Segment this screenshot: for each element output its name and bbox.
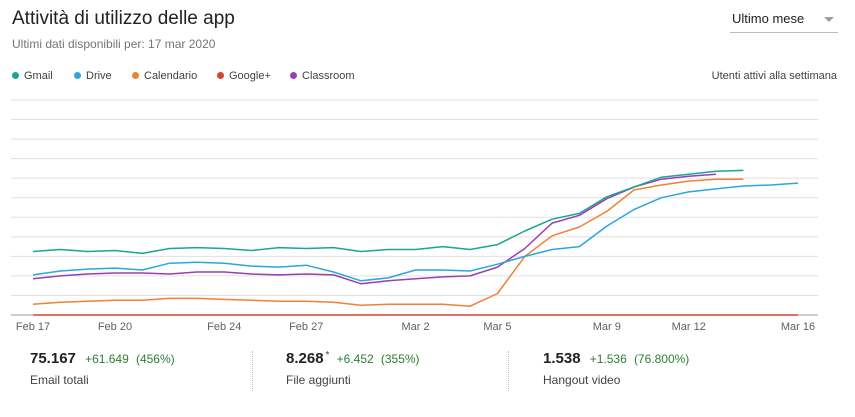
chevron-down-icon <box>824 17 834 22</box>
stat-delta: +61.649 <box>85 352 129 366</box>
x-tick-label: Mar 9 <box>593 321 621 333</box>
series-line-classroom[interactable] <box>32 173 717 285</box>
stat-divider <box>252 351 254 391</box>
x-tick-label: Feb 20 <box>98 321 132 333</box>
series-line-gmail[interactable] <box>32 169 744 255</box>
stat-main: 1.538 +1.536 (76.800%) <box>543 350 689 367</box>
x-axis-ticks: Feb 17 Feb 20 Feb 24 Feb 27 Mar 2 Mar 5 Mar 9 M… <box>16 321 815 333</box>
series-line-calendario[interactable] <box>32 178 744 307</box>
x-tick-label: Feb 27 <box>289 321 323 333</box>
stat-main: 75.167 +61.649 (456%) <box>30 350 175 367</box>
y-axis-label: Utenti attivi alla settimana <box>711 70 837 82</box>
stat-label: File aggiunti <box>286 373 351 387</box>
series-line-drive[interactable] <box>32 182 799 282</box>
chart-gridlines <box>11 99 818 316</box>
chart-series <box>32 169 799 316</box>
stat-percent: (456%) <box>135 352 175 366</box>
stat-percent: (355%) <box>380 352 420 366</box>
legend-label: Calendario <box>144 70 198 82</box>
stat-value: 75.167 <box>30 350 76 367</box>
legend-label: Google+ <box>229 70 271 82</box>
line-chart: Feb 17 Feb 20 Feb 24 Feb 27 Mar 2 Mar 5 Mar 9 M… <box>11 99 818 333</box>
legend-label: Drive <box>86 70 112 82</box>
legend-item-drive[interactable]: Drive <box>74 70 112 82</box>
chart-subtitle: Ultimi dati disponibili per: 17 mar 2020 <box>12 37 216 51</box>
legend-item-googleplus[interactable]: Google+ <box>217 70 271 82</box>
legend-label: Classroom <box>302 70 355 82</box>
x-tick-label: Mar 2 <box>401 321 429 333</box>
stat-label: Email totali <box>30 373 89 387</box>
legend-dot-icon <box>290 71 297 79</box>
stat-delta: +6.452 <box>336 352 374 366</box>
legend-item-classroom[interactable]: Classroom <box>290 70 355 82</box>
period-dropdown-label: Ultimo mese <box>732 11 805 26</box>
x-tick-label: Mar 5 <box>483 321 511 333</box>
stat-main: 8.268 * +6.452 (355%) <box>286 350 420 367</box>
period-dropdown[interactable]: Ultimo mese <box>730 10 838 33</box>
stats-bar: 75.167 +61.649 (456%) Email totali 8.268… <box>0 340 855 400</box>
x-tick-label: Mar 16 <box>781 321 815 333</box>
x-tick-label: Mar 12 <box>672 321 706 333</box>
stat-divider <box>508 351 510 391</box>
stat-hangout: 1.538 +1.536 (76.800%) Hangout video <box>543 350 689 387</box>
x-tick-label: Feb 17 <box>16 321 50 333</box>
legend-label: Gmail <box>24 70 53 82</box>
stat-files: 8.268 * +6.452 (355%) File aggiunti <box>286 350 420 387</box>
legend-dot-icon <box>132 71 139 79</box>
stat-value: 1.538 <box>543 350 581 367</box>
legend-dot-icon <box>12 71 19 79</box>
legend-item-calendario[interactable]: Calendario <box>132 70 197 82</box>
stat-label: Hangout video <box>543 373 621 387</box>
stat-star: * <box>325 350 330 361</box>
legend-item-gmail[interactable]: Gmail <box>12 70 53 82</box>
stat-delta: +1.536 <box>589 352 627 366</box>
stat-percent: (76.800%) <box>633 352 690 366</box>
legend-dot-icon <box>217 71 224 79</box>
stat-value: 8.268 <box>286 350 324 367</box>
stat-email: 75.167 +61.649 (456%) Email totali <box>30 350 175 387</box>
x-tick-label: Feb 24 <box>207 321 241 333</box>
chart-title: Attività di utilizzo delle app <box>12 8 235 29</box>
legend-dot-icon <box>74 71 81 79</box>
